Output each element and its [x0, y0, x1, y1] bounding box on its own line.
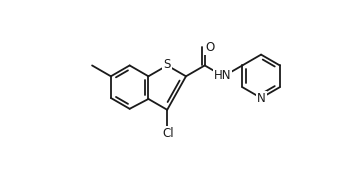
Text: N: N [257, 93, 266, 105]
Text: HN: HN [214, 69, 231, 82]
Text: O: O [205, 41, 214, 54]
Text: S: S [164, 58, 171, 71]
Text: Cl: Cl [162, 127, 174, 140]
